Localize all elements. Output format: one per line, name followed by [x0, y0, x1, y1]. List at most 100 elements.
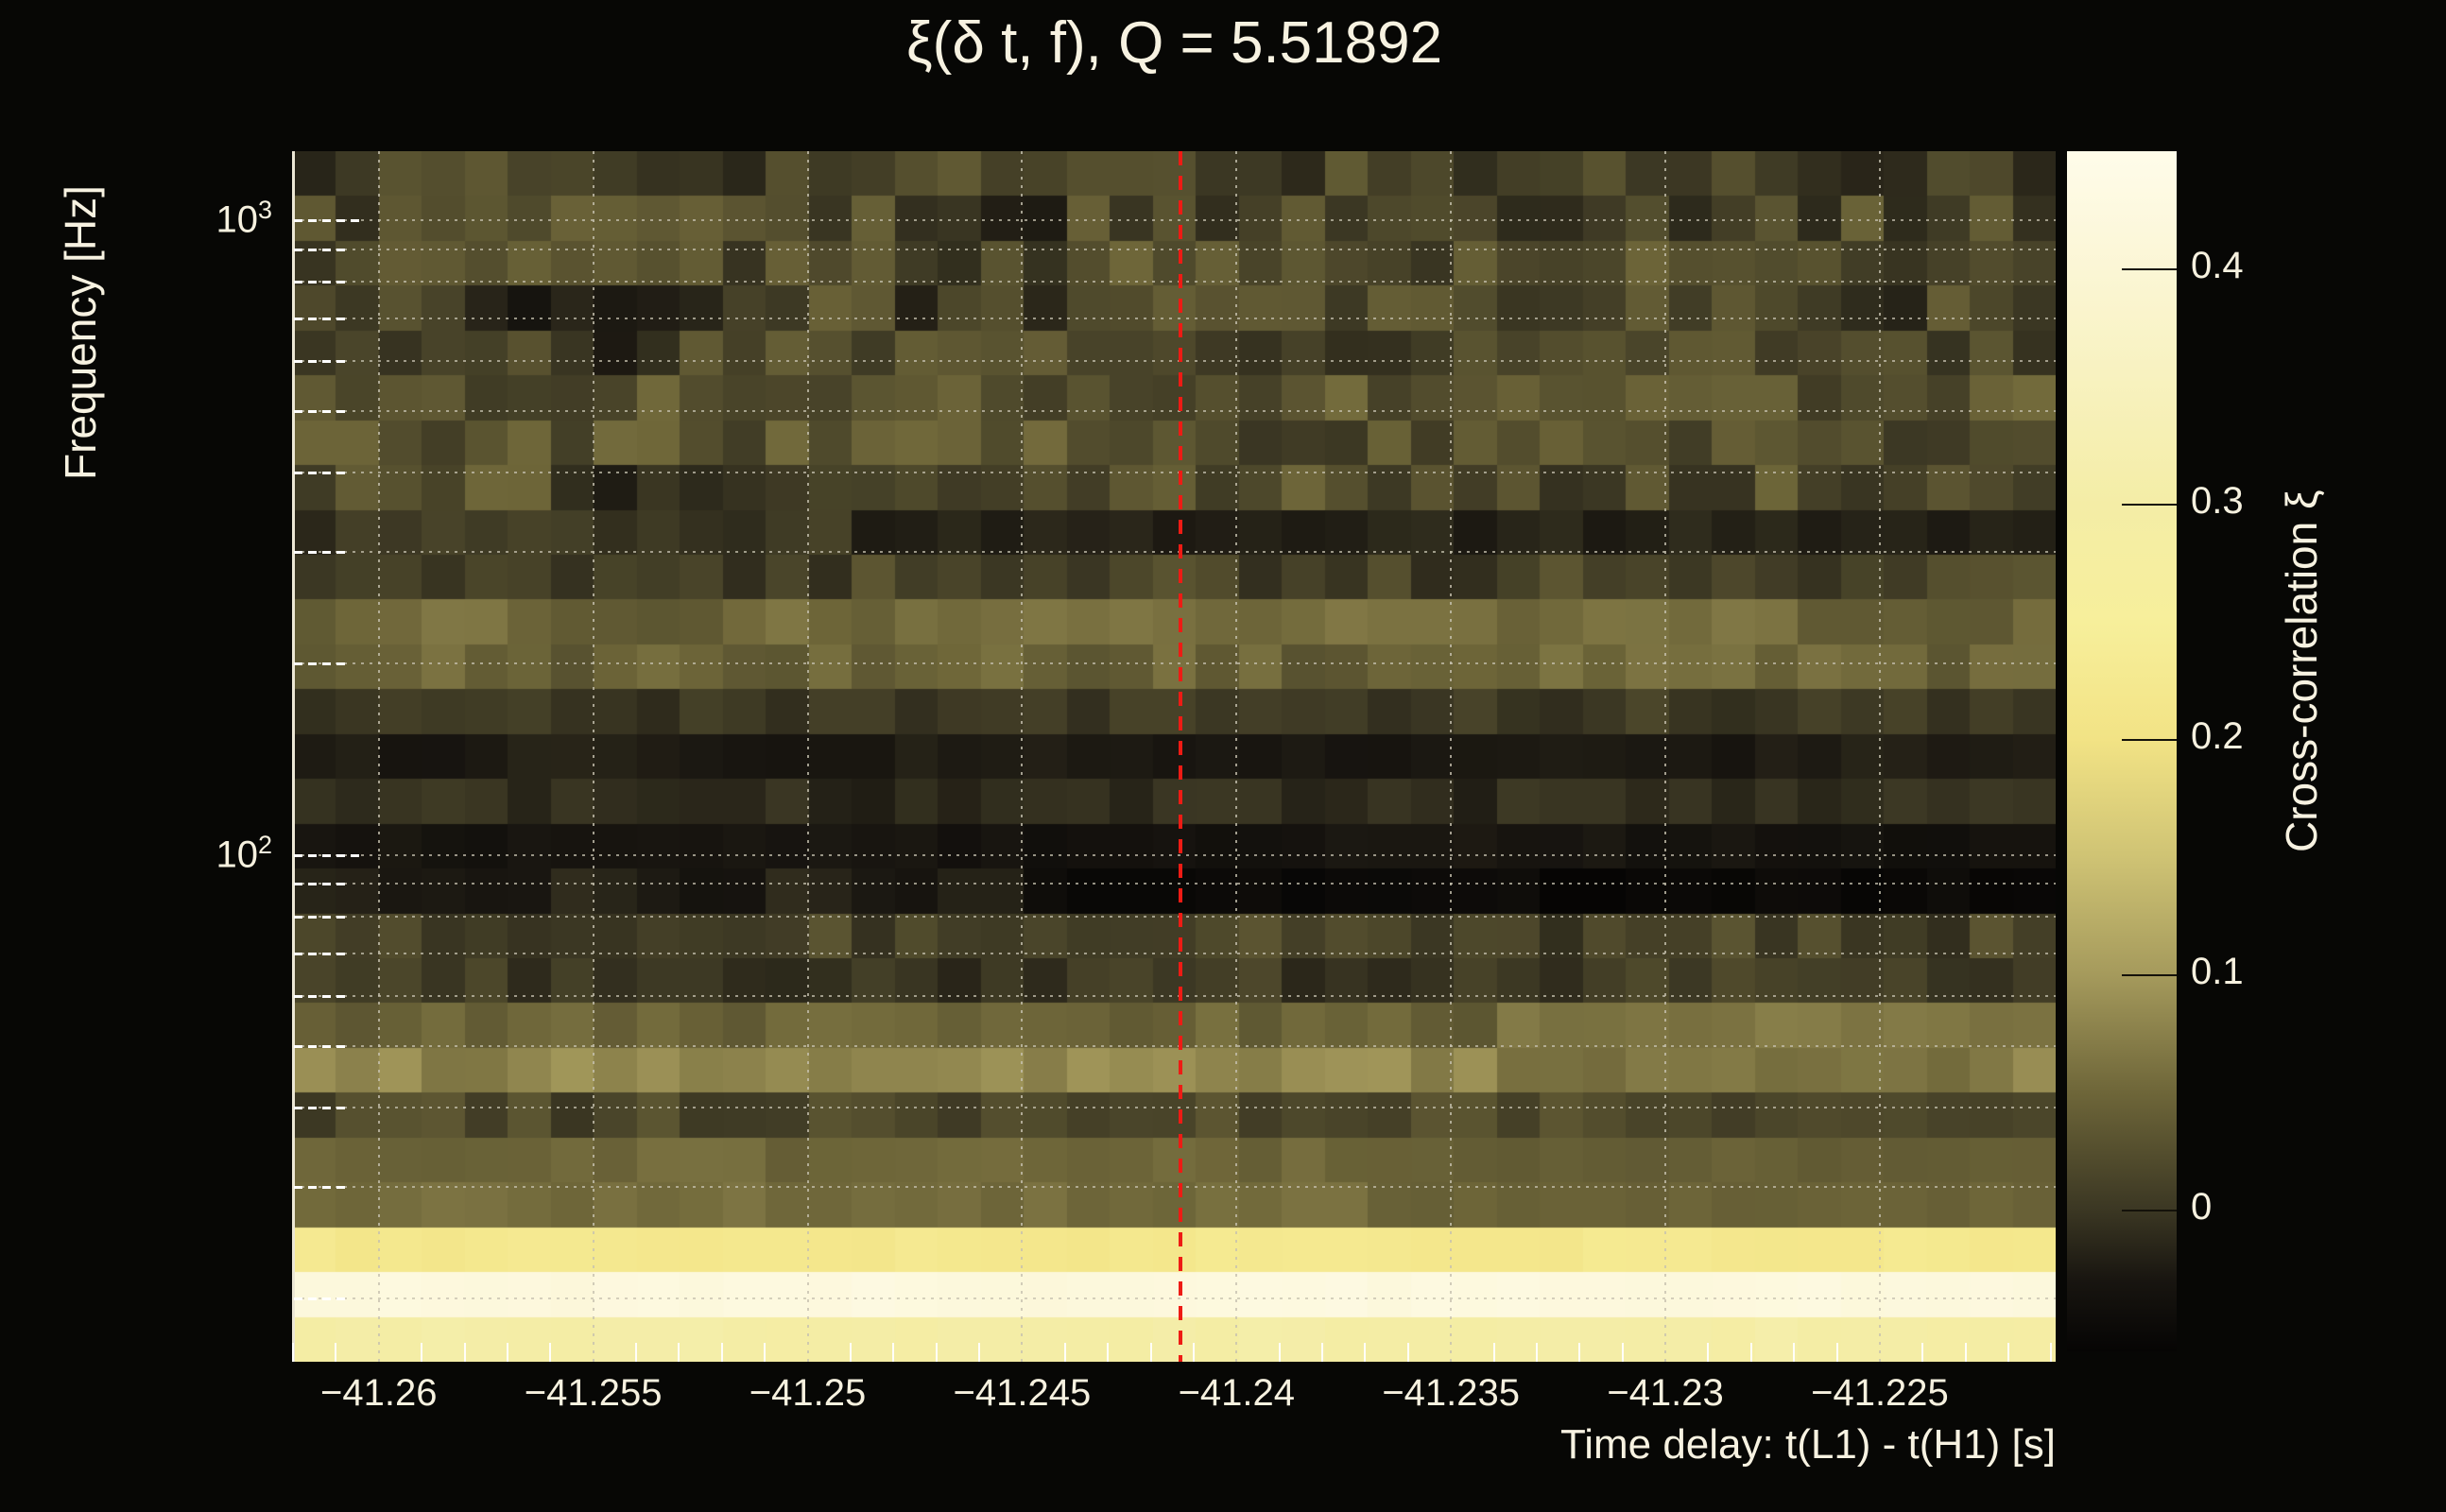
x-tick-minor — [678, 1343, 680, 1362]
y-gridline-minor — [293, 472, 2056, 474]
x-tick-minor — [1278, 1343, 1281, 1362]
x-gridline — [1450, 151, 1453, 1362]
heatmap-canvas — [293, 151, 2056, 1362]
chart-title: ξ(δ t, f), Q = 5.51892 — [905, 10, 1443, 76]
x-tick-minor — [463, 1343, 466, 1362]
y-gridline-minor — [293, 915, 2056, 918]
y-tick-minor — [294, 551, 345, 555]
x-tick-minor — [1063, 1343, 1066, 1362]
x-tick-minor — [1964, 1343, 1967, 1362]
colorbar-tick — [2122, 738, 2177, 741]
x-tick-minor — [1321, 1343, 1324, 1362]
x-tick-minor — [549, 1343, 552, 1362]
x-tick-minor — [506, 1343, 508, 1362]
x-gridline — [1878, 151, 1881, 1362]
x-gridline — [592, 151, 594, 1362]
y-gridline-minor — [293, 281, 2056, 283]
colorbar-tick-label: 0.4 — [2191, 244, 2244, 286]
colorbar-tick-label: 0.2 — [2191, 714, 2244, 757]
x-tick-minor — [1192, 1343, 1195, 1362]
y-tick-minor — [294, 994, 345, 998]
y-axis-label: Frequency [Hz] — [56, 185, 105, 480]
y-tick-major — [294, 853, 362, 857]
colorbar-label: Cross-correlation ξ — [2277, 490, 2326, 852]
x-tick-minor — [1578, 1343, 1581, 1362]
x-tick-minor — [764, 1343, 767, 1362]
y-tick-major — [294, 218, 362, 222]
y-gridline-major — [293, 218, 2056, 221]
x-gridline — [377, 151, 380, 1362]
x-tick-minor — [1793, 1343, 1796, 1362]
colorbar-gradient — [2067, 151, 2177, 1351]
x-tick-minor — [935, 1343, 938, 1362]
y-tick-minor — [294, 883, 345, 886]
y-tick-minor — [294, 915, 345, 919]
colorbar-tick-label: 0.3 — [2191, 479, 2244, 522]
x-tick-minor — [292, 1343, 294, 1362]
x-tick-label: −41.235 — [1382, 1372, 1521, 1414]
y-gridline-minor — [293, 883, 2056, 885]
y-gridline-minor — [293, 952, 2056, 954]
y-gridline-minor — [293, 359, 2056, 362]
y-gridline-minor — [293, 1297, 2056, 1300]
x-tick-minor — [1749, 1343, 1752, 1362]
y-tick-minor — [294, 410, 345, 414]
colorbar-tick — [2122, 267, 2177, 270]
y-gridline-minor — [293, 551, 2056, 554]
y-tick-minor — [294, 1106, 345, 1109]
y-gridline-minor — [293, 317, 2056, 319]
y-tick-minor — [294, 952, 345, 955]
y-gridline-minor — [293, 1044, 2056, 1047]
x-tick-minor — [978, 1343, 981, 1362]
y-gridline-major — [293, 853, 2056, 856]
x-tick-minor — [1621, 1343, 1624, 1362]
x-tick-label: −41.225 — [1811, 1372, 1949, 1414]
y-tick-minor — [294, 1044, 345, 1048]
y-tick-label: 103 — [215, 195, 272, 241]
y-axis-spine — [292, 151, 295, 1362]
x-tick-minor — [1107, 1343, 1110, 1362]
y-tick-minor — [294, 472, 345, 475]
y-gridline-minor — [293, 1106, 2056, 1108]
y-gridline-minor — [293, 248, 2056, 250]
x-tick-minor — [1492, 1343, 1495, 1362]
colorbar-tick — [2122, 1209, 2177, 1211]
x-tick-minor — [1535, 1343, 1538, 1362]
x-tick-minor — [421, 1343, 423, 1362]
x-tick-minor — [1707, 1343, 1710, 1362]
y-tick-minor — [294, 359, 345, 363]
y-tick-label: 102 — [215, 830, 272, 875]
x-tick-minor — [1921, 1343, 1924, 1362]
colorbar-tick — [2122, 503, 2177, 506]
x-tick-minor — [335, 1343, 337, 1362]
x-axis-label: Time delay: t(L1) - t(H1) [s] — [1559, 1421, 2056, 1468]
x-tick-label: −41.23 — [1607, 1372, 1724, 1414]
y-tick-minor — [294, 1297, 345, 1301]
x-tick-minor — [1835, 1343, 1838, 1362]
x-tick-label: −41.24 — [1178, 1372, 1296, 1414]
y-gridline-minor — [293, 994, 2056, 997]
y-tick-minor — [294, 281, 345, 284]
x-gridline — [806, 151, 809, 1362]
x-tick-minor — [1364, 1343, 1367, 1362]
x-tick-minor — [635, 1343, 638, 1362]
x-tick-minor — [1406, 1343, 1409, 1362]
x-tick-label: −41.255 — [524, 1372, 663, 1414]
x-tick-minor — [892, 1343, 895, 1362]
x-tick-minor — [849, 1343, 852, 1362]
y-gridline-minor — [293, 1185, 2056, 1188]
plot-area — [292, 151, 2056, 1362]
x-gridline — [1021, 151, 1024, 1362]
y-gridline-minor — [293, 662, 2056, 665]
y-tick-minor — [294, 317, 345, 320]
x-gridline — [1235, 151, 1238, 1362]
x-tick-minor — [720, 1343, 723, 1362]
x-tick-minor — [1149, 1343, 1152, 1362]
plot-overlay — [292, 151, 2056, 1362]
x-tick-label: −41.245 — [953, 1372, 1092, 1414]
x-gridline — [1664, 151, 1667, 1362]
x-tick-minor — [2050, 1343, 2053, 1362]
x-tick-label: −41.25 — [749, 1372, 867, 1414]
y-tick-minor — [294, 248, 345, 251]
